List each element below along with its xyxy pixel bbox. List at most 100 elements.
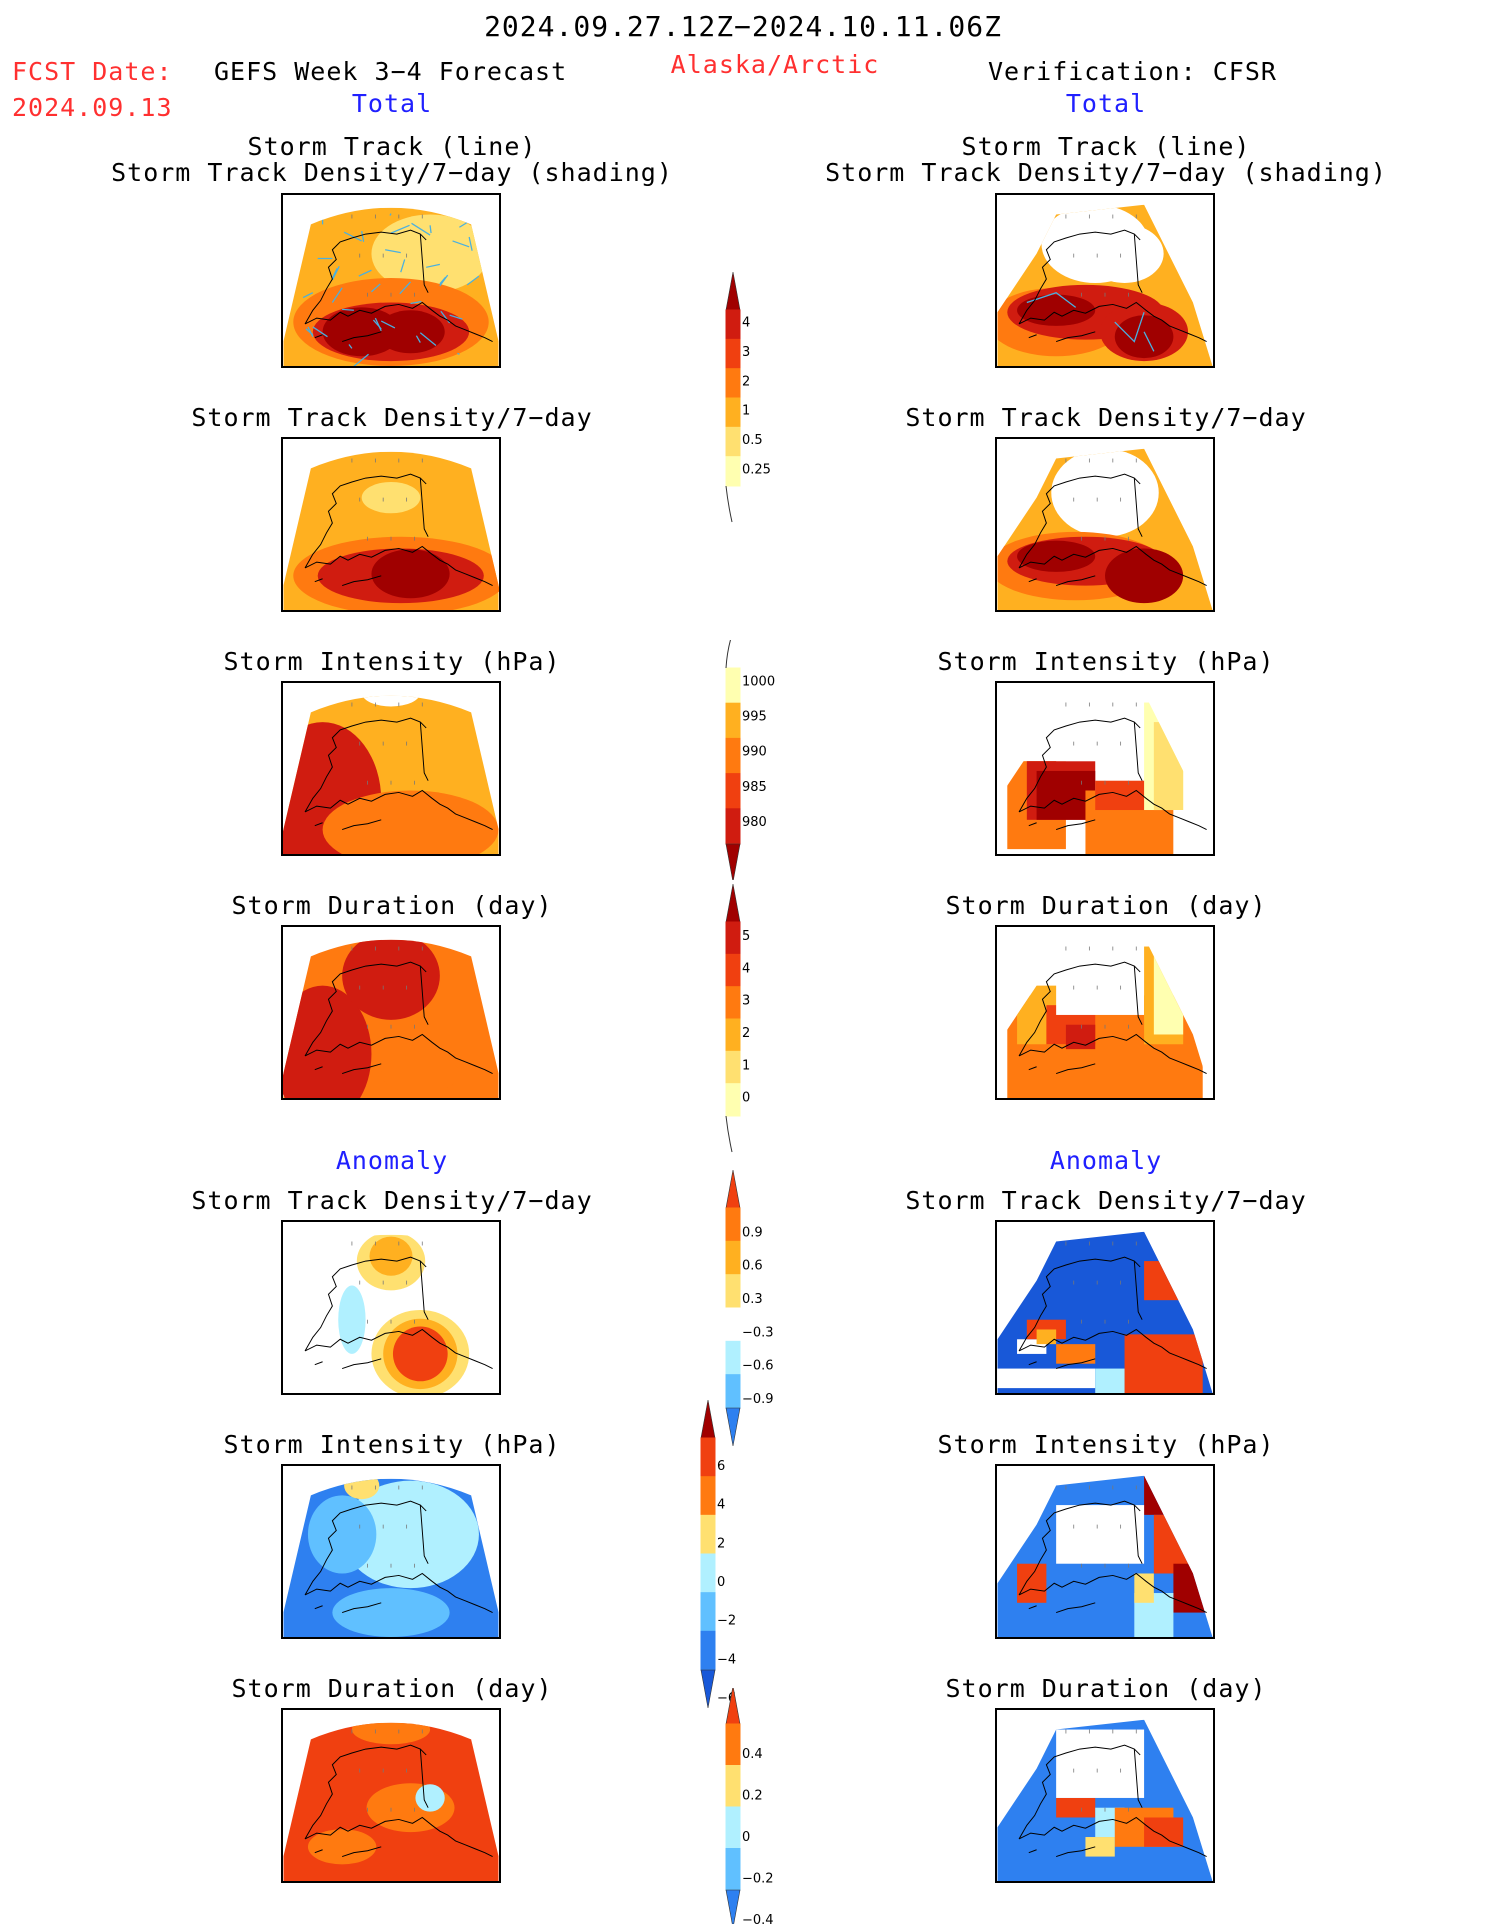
storm-track-line bbox=[390, 224, 410, 234]
islands bbox=[1028, 575, 1096, 587]
colorbar-tick-label: 0 bbox=[742, 1830, 750, 1845]
map-track-right bbox=[995, 193, 1215, 368]
field-contour bbox=[344, 1478, 380, 1500]
storm-track-line bbox=[452, 240, 470, 248]
storm-track-line bbox=[307, 326, 314, 337]
title-density-right: Storm Track Density/7−day bbox=[905, 403, 1307, 432]
map-canvas bbox=[997, 1719, 1213, 1881]
storm-track-line bbox=[351, 353, 369, 366]
colorbar-segment bbox=[725, 986, 741, 1020]
coastline bbox=[1018, 1500, 1207, 1614]
field-contour bbox=[342, 939, 440, 1020]
map-density-anom-left bbox=[281, 1220, 501, 1395]
colorbar-segment bbox=[725, 1018, 741, 1052]
field-contour bbox=[283, 985, 372, 1098]
map-canvas bbox=[283, 451, 499, 610]
field-contour bbox=[1017, 540, 1096, 572]
field-contour bbox=[392, 1326, 448, 1382]
colorbar-arrow-top bbox=[725, 883, 741, 923]
storm-track-line bbox=[312, 326, 328, 338]
title-duration-left: Storm Duration (day) bbox=[231, 891, 553, 920]
storm-track-line bbox=[399, 281, 412, 295]
storm-track-line bbox=[342, 308, 354, 311]
islands bbox=[314, 1602, 382, 1614]
anomaly-label-left: Anomaly bbox=[335, 1146, 449, 1175]
colorbar-tick-label: −0.3 bbox=[742, 1325, 774, 1340]
storm-track-line bbox=[372, 319, 382, 330]
field-cell bbox=[1173, 1563, 1213, 1613]
coastline bbox=[304, 229, 493, 343]
colorbar-tick-label: 2 bbox=[742, 1026, 750, 1041]
field-cell bbox=[1173, 810, 1213, 854]
field-contour bbox=[332, 1588, 450, 1637]
coastline bbox=[1018, 473, 1207, 587]
region-title: Alaska/Arctic bbox=[670, 50, 880, 79]
storm-track-line bbox=[358, 269, 372, 277]
storm-track-line bbox=[331, 266, 340, 281]
field-cell bbox=[1124, 1334, 1203, 1393]
colorbar-segment bbox=[725, 1806, 741, 1849]
colorbar-segment bbox=[700, 1437, 716, 1478]
field-contour bbox=[307, 1829, 377, 1865]
islands bbox=[314, 575, 382, 587]
field-cell bbox=[1056, 1797, 1096, 1818]
title-intensity-anom-right: Storm Intensity (hPa) bbox=[937, 1430, 1275, 1459]
colorbar-tick-label: 2 bbox=[717, 1536, 725, 1551]
colorbar-tick-label: 990 bbox=[742, 745, 767, 760]
colorbar-segment bbox=[725, 808, 741, 845]
title-duration-right: Storm Duration (day) bbox=[945, 891, 1267, 920]
colorbar-arrow-top bbox=[725, 1688, 741, 1725]
storm-track-line bbox=[343, 231, 362, 242]
border-line bbox=[1133, 966, 1143, 1025]
storm-track-line bbox=[389, 213, 392, 216]
map-canvas bbox=[1007, 702, 1213, 854]
map-canvas bbox=[283, 939, 499, 1098]
field-contour bbox=[361, 481, 421, 514]
colorbar-tick-label: 4 bbox=[742, 961, 750, 976]
coastline bbox=[304, 961, 493, 1075]
field-cell bbox=[1056, 1505, 1145, 1564]
map-canvas bbox=[997, 1231, 1213, 1393]
title-density-anom-left: Storm Track Density/7−day bbox=[191, 1186, 593, 1215]
islands bbox=[1028, 1846, 1096, 1858]
colorbar-segment bbox=[725, 1340, 741, 1376]
field-cell bbox=[1144, 1261, 1184, 1301]
colorbar-tick-label: 1 bbox=[742, 1058, 750, 1073]
islands bbox=[314, 1846, 382, 1858]
colorbar-tick-label: 0.4 bbox=[742, 1747, 763, 1762]
storm-track-line bbox=[439, 274, 449, 287]
map-track-left bbox=[281, 193, 501, 368]
field-contour bbox=[371, 549, 450, 599]
period-title: 2024.09.27.12Z−2024.10.11.06Z bbox=[484, 10, 1002, 43]
storm-track-line bbox=[415, 335, 421, 343]
colorbar-tick-label: 0.2 bbox=[742, 1789, 763, 1804]
map-canvas bbox=[997, 448, 1213, 610]
colorbar-tick-label: −0.6 bbox=[742, 1359, 774, 1374]
islands bbox=[314, 331, 382, 343]
map-canvas bbox=[283, 1722, 499, 1881]
map-intensity-left bbox=[281, 681, 501, 856]
coastline bbox=[304, 1744, 493, 1858]
colorbar-arrow-bottom bbox=[725, 1407, 741, 1447]
colorbar-tick-label: 4 bbox=[717, 1498, 725, 1513]
colorbar-tick-label: 980 bbox=[742, 815, 767, 830]
anomaly-label-right: Anomaly bbox=[1049, 1146, 1163, 1175]
colorbar-tick-label: 4 bbox=[742, 316, 750, 331]
forecast-title: GEFS Week 3−4 Forecast bbox=[214, 57, 568, 86]
storm-track-line bbox=[426, 263, 440, 268]
field-contour bbox=[342, 1480, 479, 1589]
border-line bbox=[419, 722, 429, 781]
colorbar-arrow-bottom bbox=[725, 843, 741, 880]
coastline bbox=[304, 1500, 493, 1614]
islands bbox=[314, 1358, 382, 1370]
field-contour bbox=[1051, 448, 1159, 537]
colorbar-arrow-top bbox=[700, 1399, 716, 1439]
colorbar-segment bbox=[700, 1476, 716, 1516]
map-canvas bbox=[283, 695, 499, 854]
islands bbox=[1028, 1063, 1096, 1075]
colorbar-tick-label: −4 bbox=[717, 1652, 736, 1667]
colorbar-tail bbox=[725, 640, 731, 669]
title-duration-anom-left: Storm Duration (day) bbox=[231, 1674, 553, 1703]
islands bbox=[1028, 1602, 1096, 1614]
